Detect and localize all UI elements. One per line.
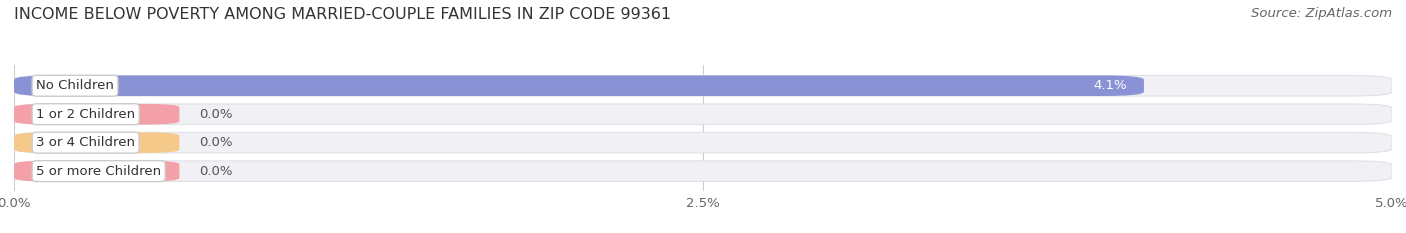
- Text: INCOME BELOW POVERTY AMONG MARRIED-COUPLE FAMILIES IN ZIP CODE 99361: INCOME BELOW POVERTY AMONG MARRIED-COUPL…: [14, 7, 671, 22]
- Text: Source: ZipAtlas.com: Source: ZipAtlas.com: [1251, 7, 1392, 20]
- FancyBboxPatch shape: [14, 161, 1392, 181]
- FancyBboxPatch shape: [14, 132, 1392, 153]
- Text: 5 or more Children: 5 or more Children: [37, 165, 162, 178]
- FancyBboxPatch shape: [14, 104, 1392, 124]
- Text: 0.0%: 0.0%: [198, 165, 232, 178]
- Text: 4.1%: 4.1%: [1094, 79, 1128, 92]
- FancyBboxPatch shape: [14, 75, 1144, 96]
- Text: 0.0%: 0.0%: [198, 108, 232, 121]
- Text: 1 or 2 Children: 1 or 2 Children: [37, 108, 135, 121]
- Text: 0.0%: 0.0%: [198, 136, 232, 149]
- FancyBboxPatch shape: [14, 161, 180, 181]
- Text: 3 or 4 Children: 3 or 4 Children: [37, 136, 135, 149]
- FancyBboxPatch shape: [14, 132, 180, 153]
- Text: No Children: No Children: [37, 79, 114, 92]
- FancyBboxPatch shape: [14, 75, 1392, 96]
- FancyBboxPatch shape: [14, 104, 180, 124]
